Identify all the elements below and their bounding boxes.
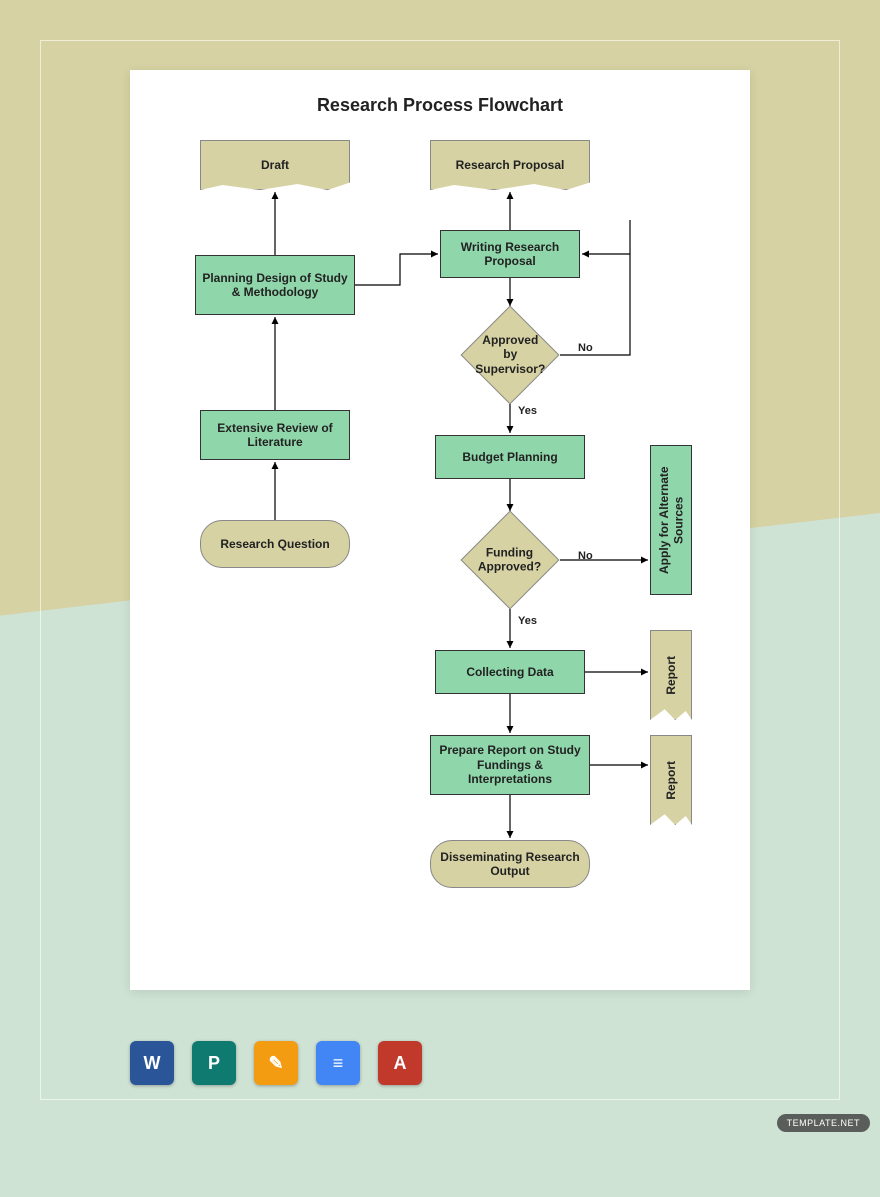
node-writing: Writing Research Proposal: [440, 230, 580, 278]
node-research-question: Research Question: [200, 520, 350, 568]
file-type-icons: W P ✎ ≡ A: [130, 1041, 422, 1085]
node-approve-supervisor: Approved by Supervisor?: [461, 306, 560, 405]
label-yes-2: Yes: [518, 615, 537, 627]
flowchart-title: Research Process Flowchart: [130, 95, 750, 116]
node-review: Extensive Review of Literature: [200, 410, 350, 460]
node-report-1: Report: [650, 630, 692, 720]
label-no-1: No: [578, 342, 593, 354]
node-planning: Planning Design of Study & Methodology: [195, 255, 355, 315]
watermark: TEMPLATE.NET: [777, 1114, 870, 1132]
node-prepare: Prepare Report on Study Fundings & Inter…: [430, 735, 590, 795]
node-apply-alt: Apply for Alternate Sources: [650, 445, 692, 595]
gdocs-icon: ≡: [316, 1041, 360, 1085]
flowchart-paper: Research Process Flowchart Draft Researc…: [130, 70, 750, 990]
label-yes-1: Yes: [518, 405, 537, 417]
publisher-icon: P: [192, 1041, 236, 1085]
pdf-icon: A: [378, 1041, 422, 1085]
node-draft: Draft: [200, 140, 350, 190]
node-collect: Collecting Data: [435, 650, 585, 694]
node-funding-approved: Funding Approved?: [461, 511, 560, 610]
label-no-2: No: [578, 550, 593, 562]
pages-icon: ✎: [254, 1041, 298, 1085]
node-budget: Budget Planning: [435, 435, 585, 479]
node-disseminate: Disseminating Research Output: [430, 840, 590, 888]
node-proposal: Research Proposal: [430, 140, 590, 190]
node-report-2: Report: [650, 735, 692, 825]
word-icon: W: [130, 1041, 174, 1085]
